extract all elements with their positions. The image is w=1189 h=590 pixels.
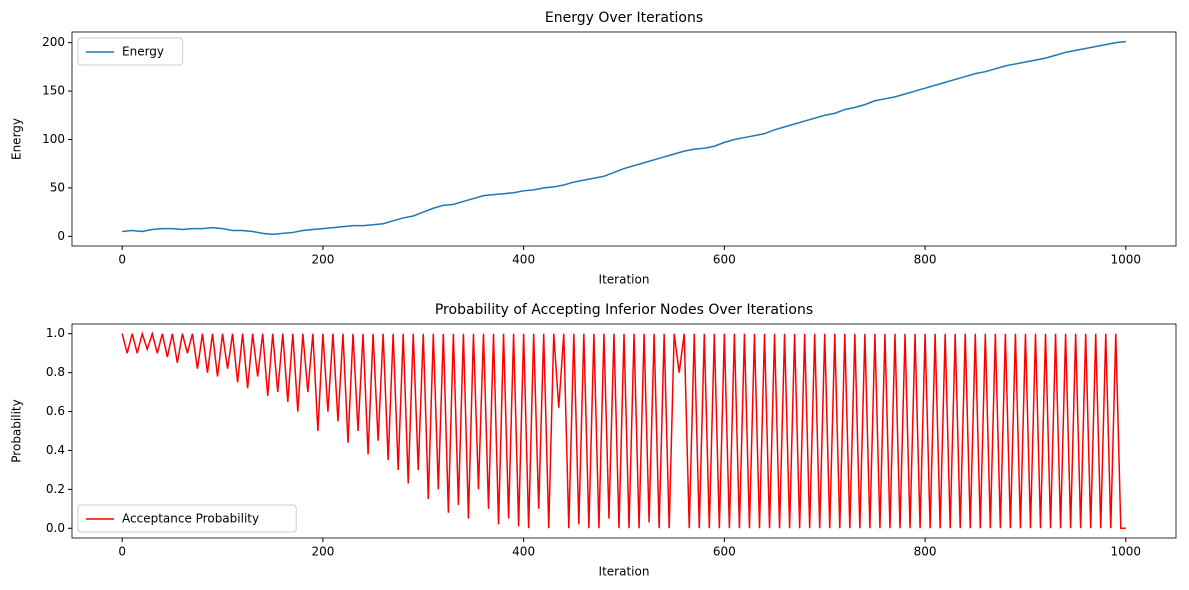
x-tick-label: 0 bbox=[118, 545, 126, 559]
y-tick-label: 1.0 bbox=[46, 326, 65, 340]
x-tick-label: 400 bbox=[512, 545, 535, 559]
legend-box bbox=[77, 37, 184, 66]
chart-title: Probability of Accepting Inferior Nodes … bbox=[435, 302, 813, 318]
x-tick-label: 1000 bbox=[1111, 253, 1142, 267]
y-tick-label: 0.6 bbox=[46, 404, 65, 418]
axes-frame bbox=[71, 323, 1177, 539]
legend-label: Acceptance Probability bbox=[122, 512, 259, 526]
y-tick-label: 0.4 bbox=[46, 443, 65, 457]
y-tick-label: 150 bbox=[42, 84, 65, 98]
data-line bbox=[121, 331, 1126, 530]
y-tick-label: 0.8 bbox=[46, 365, 65, 379]
x-tick-label: 600 bbox=[713, 253, 736, 267]
y-axis-label: Energy bbox=[10, 118, 24, 160]
x-tick-label: 400 bbox=[512, 253, 535, 267]
y-tick-label: 200 bbox=[42, 35, 65, 49]
y-tick-label: 0.0 bbox=[46, 521, 65, 535]
legend-box bbox=[77, 504, 297, 533]
x-tick-label: 600 bbox=[713, 545, 736, 559]
y-axis-label: Probability bbox=[10, 399, 24, 462]
x-tick-label: 800 bbox=[914, 545, 937, 559]
chart-title: Energy Over Iterations bbox=[545, 10, 703, 26]
x-tick-label: 200 bbox=[311, 545, 334, 559]
y-tick-label: 50 bbox=[50, 180, 65, 194]
x-tick-label: 1000 bbox=[1111, 545, 1142, 559]
x-axis-label: Iteration bbox=[599, 273, 650, 287]
x-axis-label: Iteration bbox=[599, 565, 650, 579]
x-tick-label: 0 bbox=[118, 253, 126, 267]
x-tick-label: 200 bbox=[311, 253, 334, 267]
y-tick-label: 100 bbox=[42, 132, 65, 146]
axes-frame bbox=[71, 31, 1177, 247]
legend-label: Energy bbox=[122, 45, 164, 59]
y-tick-label: 0.2 bbox=[46, 482, 65, 496]
data-line bbox=[122, 40, 1126, 236]
x-tick-label: 800 bbox=[914, 253, 937, 267]
y-tick-label: 0 bbox=[57, 229, 65, 243]
